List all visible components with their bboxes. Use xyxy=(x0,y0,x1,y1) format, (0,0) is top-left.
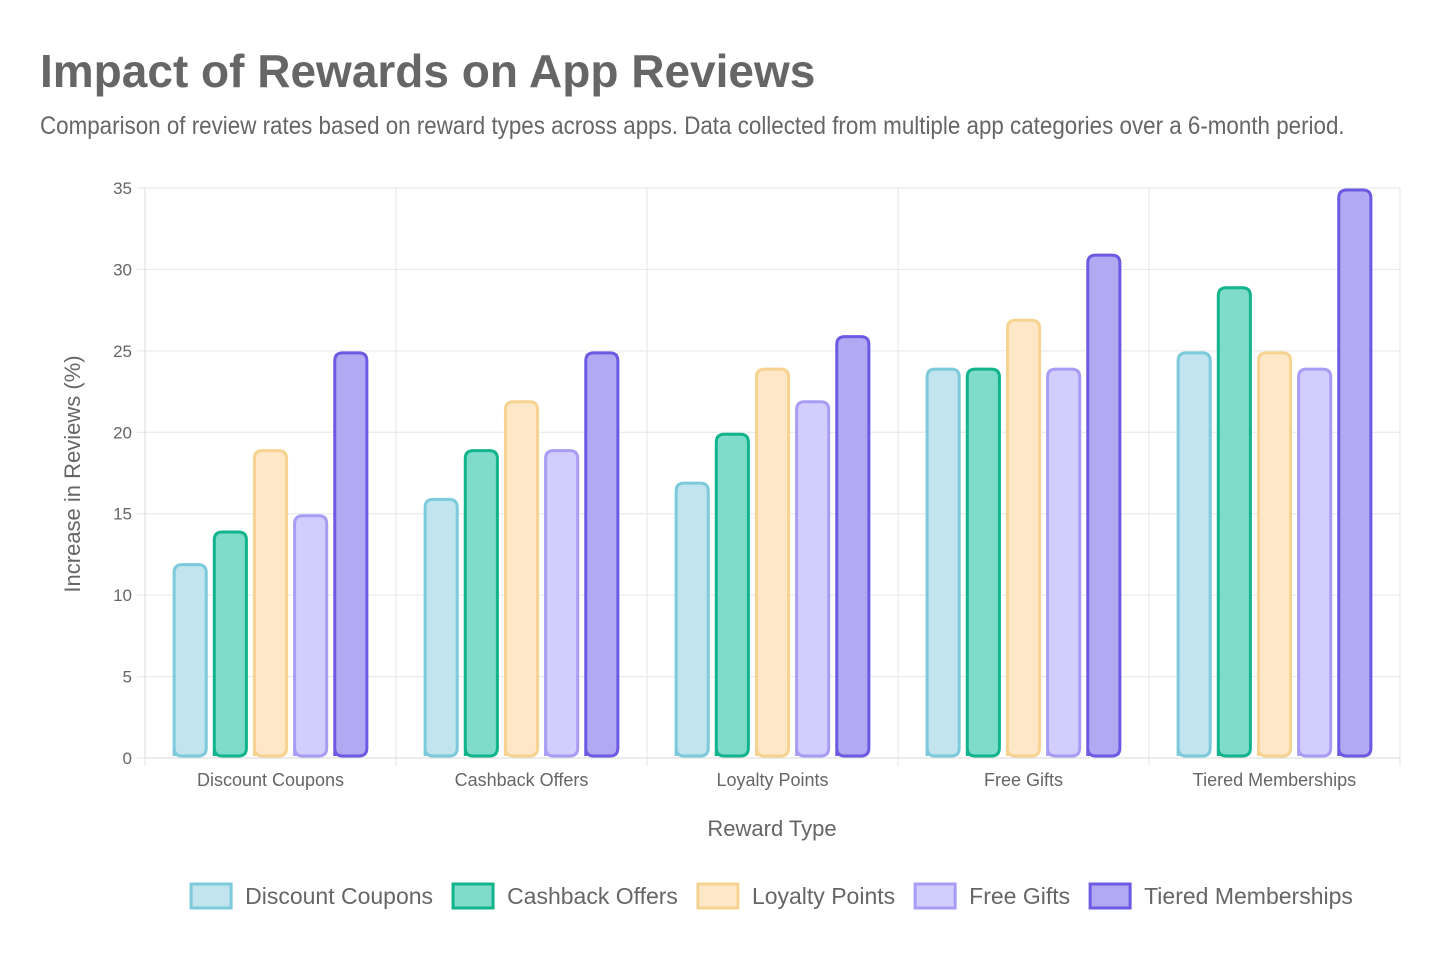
bar xyxy=(1216,286,1252,758)
y-tick-label: 20 xyxy=(113,423,132,442)
x-tick-label: Loyalty Points xyxy=(716,770,828,790)
bar xyxy=(835,335,871,758)
bar xyxy=(1005,318,1042,758)
bar xyxy=(172,563,208,758)
chart-title: Impact of Rewards on App Reviews xyxy=(40,45,816,97)
legend: Discount Coupons Cashback Offers Loyalty P… xyxy=(189,882,1353,910)
y-tick-label: 30 xyxy=(113,260,132,279)
bars xyxy=(172,188,1373,758)
bar xyxy=(754,367,791,758)
bar xyxy=(584,351,620,758)
bar xyxy=(252,449,289,758)
legend-label: Tiered Memberships xyxy=(1144,883,1353,909)
bar xyxy=(1297,367,1333,758)
y-tick-label: 10 xyxy=(113,586,132,605)
chart-subtitle: Comparison of review rates based on rewa… xyxy=(40,112,1345,140)
y-tick-label: 25 xyxy=(113,342,132,361)
x-tick-label: Cashback Offers xyxy=(455,770,589,790)
axis-labels: Increase in Reviews (%) Reward Type xyxy=(60,355,837,841)
bar xyxy=(925,367,961,758)
bar xyxy=(503,400,540,758)
bar xyxy=(1046,367,1082,758)
y-tick-label: 15 xyxy=(113,505,132,524)
bar xyxy=(544,449,580,758)
bar xyxy=(1256,351,1293,758)
y-tick-label: 5 xyxy=(123,668,132,687)
legend-label: Cashback Offers xyxy=(507,883,678,909)
legend-swatch xyxy=(1088,882,1132,910)
bar xyxy=(333,351,369,758)
bar xyxy=(463,449,499,758)
bar xyxy=(795,400,831,758)
y-axis-title: Increase in Reviews (%) xyxy=(60,355,85,592)
legend-swatch xyxy=(189,882,233,910)
x-tick-label: Tiered Memberships xyxy=(1193,770,1356,790)
bar xyxy=(714,432,750,758)
x-tick-label: Discount Coupons xyxy=(197,770,344,790)
bar xyxy=(1086,253,1122,758)
bar xyxy=(674,481,710,758)
bar xyxy=(1337,188,1373,758)
legend-label: Free Gifts xyxy=(969,883,1070,909)
legend-swatch xyxy=(451,882,495,910)
legend-swatch xyxy=(913,882,957,910)
y-tick-label: 0 xyxy=(123,749,132,768)
bar xyxy=(293,514,329,758)
y-tick-label: 35 xyxy=(113,179,132,198)
legend-label: Discount Coupons xyxy=(245,883,433,909)
axes: 0 5 10 15 20 25 30 35 Discount Coupons Cashback O… xyxy=(113,179,1400,790)
x-axis-title: Reward Type xyxy=(707,816,836,841)
x-tick-label: Free Gifts xyxy=(984,770,1063,790)
bar xyxy=(423,497,459,758)
legend-label: Loyalty Points xyxy=(752,883,895,909)
bar xyxy=(965,367,1001,758)
legend-swatch xyxy=(696,882,740,910)
bar xyxy=(212,530,248,758)
bar xyxy=(1176,351,1212,758)
